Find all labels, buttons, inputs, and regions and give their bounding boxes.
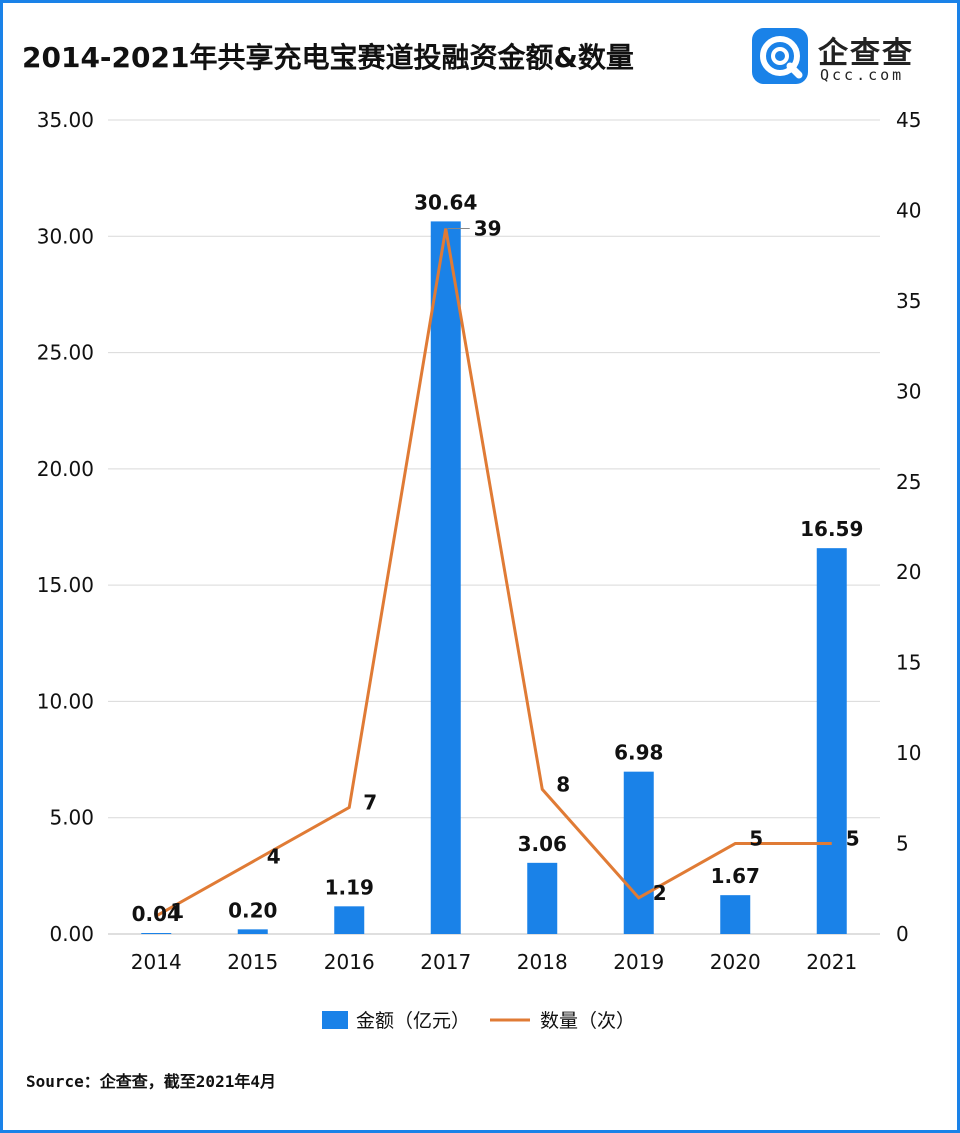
y-left-tick-label: 30.00 — [37, 224, 94, 248]
bar — [141, 933, 172, 934]
line-data-label: 5 — [749, 827, 763, 851]
qcc-logo-icon — [752, 28, 808, 84]
line-data-label: 5 — [846, 827, 860, 851]
bar-data-label: 16.59 — [800, 517, 863, 541]
x-tick-label: 2019 — [613, 950, 664, 974]
bar — [334, 906, 365, 934]
legend-label-line: 数量（次） — [540, 1010, 635, 1032]
count-line — [155, 228, 832, 918]
line-data-label: 39 — [474, 217, 502, 241]
y-right-tick-label: 30 — [896, 379, 921, 403]
y-right-tick-label: 25 — [896, 470, 921, 494]
y-left-tick-label: 0.00 — [49, 922, 94, 946]
bar — [720, 895, 751, 934]
bar-data-label: 0.20 — [228, 898, 277, 922]
x-tick-label: 2018 — [517, 950, 568, 974]
line-data-label: 4 — [267, 845, 281, 869]
line-data-label: 2 — [653, 881, 667, 905]
bar-data-label: 0.04 — [132, 902, 181, 926]
bar — [816, 548, 847, 934]
line-data-label: 7 — [363, 790, 377, 814]
legend-label-bar: 金额（亿元） — [356, 1010, 470, 1032]
x-tick-label: 2015 — [227, 950, 278, 974]
legend-swatch-bar — [322, 1011, 348, 1029]
x-tick-label: 2021 — [806, 950, 857, 974]
x-tick-label: 2016 — [324, 950, 375, 974]
x-tick-label: 2017 — [420, 950, 471, 974]
brand-name: 企查查 — [818, 36, 914, 71]
bar-data-label: 6.98 — [614, 741, 663, 765]
y-right-tick-label: 15 — [896, 651, 921, 675]
y-right-tick-label: 0 — [896, 922, 909, 946]
line-data-label: 8 — [556, 772, 570, 796]
bar-data-label: 3.06 — [518, 832, 567, 856]
y-right-tick-label: 20 — [896, 560, 921, 584]
y-right-tick-label: 35 — [896, 289, 921, 313]
y-left-tick-label: 25.00 — [37, 341, 94, 365]
bar — [623, 771, 654, 934]
y-left-tick-label: 35.00 — [37, 108, 94, 132]
y-left-tick-label: 10.00 — [37, 689, 94, 713]
source-note: Source：企查查，截至2021年4月 — [26, 1072, 276, 1091]
chart-title: 2014-2021年共享充电宝赛道投融资金额&数量 — [22, 41, 634, 74]
y-left-tick-label: 20.00 — [37, 457, 94, 481]
brand-domain: Qcc.com — [820, 66, 905, 84]
bar — [237, 929, 268, 934]
bar-data-label: 30.64 — [414, 190, 477, 214]
y-right-tick-label: 5 — [896, 832, 909, 856]
y-left-tick-label: 15.00 — [37, 573, 94, 597]
bar-data-label: 1.19 — [325, 875, 374, 899]
bar — [430, 221, 461, 935]
y-right-tick-label: 45 — [896, 108, 921, 132]
bar-data-label: 1.67 — [711, 864, 760, 888]
bar — [527, 862, 558, 934]
brand-logo: 企查查 Qcc.com — [752, 28, 932, 88]
y-right-tick-label: 10 — [896, 741, 921, 765]
y-right-tick-label: 40 — [896, 198, 921, 222]
y-left-tick-label: 5.00 — [49, 806, 94, 830]
x-tick-label: 2020 — [710, 950, 761, 974]
x-tick-label: 2014 — [131, 950, 182, 974]
line-data-label: 1 — [170, 899, 184, 923]
